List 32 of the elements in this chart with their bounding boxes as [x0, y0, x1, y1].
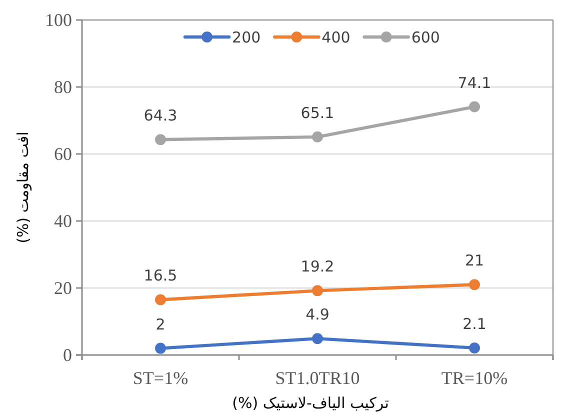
point	[312, 285, 323, 296]
x-tick-label: ST1.0TR10	[275, 368, 360, 388]
x-axis-title: ترکیب الیاف-لاستیک (%)	[232, 394, 389, 412]
legend-label: 600	[411, 28, 440, 46]
data-label: 21	[464, 252, 484, 270]
data-label: 16.5	[144, 266, 178, 285]
y-tick-label: 60	[54, 144, 72, 164]
y-tick-label: 40	[54, 211, 72, 231]
point	[312, 131, 323, 142]
y-tick-label: 80	[54, 77, 72, 97]
point	[155, 134, 166, 146]
legend-label: 200	[232, 28, 261, 46]
y-tick-label: 0	[63, 345, 72, 365]
point	[155, 342, 166, 354]
point	[469, 342, 480, 354]
data-label: 65.1	[300, 104, 334, 122]
x-tick-label: ST=1%	[132, 368, 188, 388]
data-label: 4.9	[306, 306, 330, 324]
x-tick-label: TR=10%	[441, 368, 508, 388]
data-label: 64.3	[144, 106, 178, 125]
y-axis-title: افت مقاومت (%)	[14, 132, 32, 244]
point	[469, 101, 480, 112]
y-tick-label: 20	[54, 278, 72, 298]
data-label: 2.1	[462, 314, 486, 333]
point	[312, 333, 323, 344]
legend-label: 400	[322, 28, 350, 46]
data-label: 2	[156, 315, 166, 334]
point	[155, 294, 166, 306]
data-label: 19.2	[300, 258, 334, 276]
point	[469, 279, 480, 290]
y-tick-label: 100	[45, 10, 72, 30]
data-label: 74.1	[458, 74, 492, 92]
